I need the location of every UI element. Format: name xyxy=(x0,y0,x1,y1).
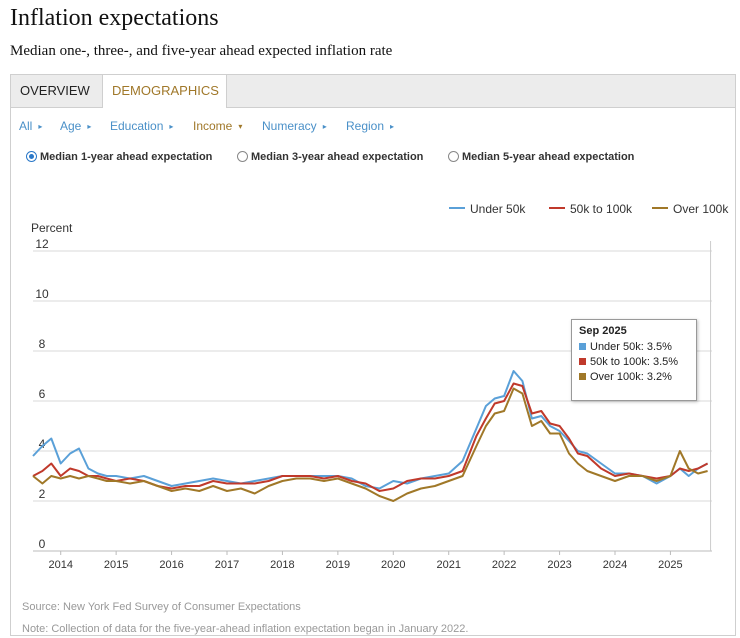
x-tick-label: 2025 xyxy=(658,559,682,571)
radio-1-year[interactable]: Median 1-year ahead expectation xyxy=(26,151,212,163)
source-text: Source: New York Fed Survey of Consumer … xyxy=(22,601,301,613)
x-tick-label: 2020 xyxy=(381,559,405,571)
line-chart[interactable]: Percent 0 2 4 6 8 10 12 2014 2015 2016 2017 2018 2019… xyxy=(11,75,735,595)
radio-5-year[interactable]: Median 5-year ahead expectation xyxy=(448,151,634,163)
x-tick-label: 2021 xyxy=(436,559,460,571)
page-title: Inflation expectations xyxy=(10,5,219,31)
x-tick-label: 2017 xyxy=(215,559,239,571)
x-tick-label: 2024 xyxy=(603,559,627,571)
x-tick-label: 2019 xyxy=(326,559,350,571)
tab-bar: OVERVIEW DEMOGRAPHICS xyxy=(11,75,735,108)
legend-50k-100k-label: 50k to 100k xyxy=(570,202,633,216)
y-tick-label: 10 xyxy=(35,287,49,301)
filter-region-label: Region xyxy=(346,119,385,133)
filter-all[interactable]: All ▸ xyxy=(19,119,42,133)
chevron-right-icon: ▸ xyxy=(390,122,395,131)
radio-unchecked-icon xyxy=(237,151,248,162)
tab-overview[interactable]: OVERVIEW xyxy=(11,75,103,107)
legend-line-icon xyxy=(652,207,668,209)
radio-3-year[interactable]: Median 3-year ahead expectation xyxy=(237,151,423,163)
x-tick-label: 2018 xyxy=(270,559,294,571)
square-icon xyxy=(579,373,586,380)
y-axis-label: Percent xyxy=(31,221,73,235)
legend-under-50k-label: Under 50k xyxy=(470,202,526,216)
series-line-over-100k xyxy=(32,387,708,502)
x-tick-label: 2023 xyxy=(547,559,571,571)
tooltip-row-text: Over 100k: 3.2% xyxy=(590,371,672,383)
x-tick-label: 2016 xyxy=(159,559,183,571)
tooltip-title: Sep 2025 xyxy=(579,325,627,337)
x-tick-label: 2022 xyxy=(492,559,516,571)
chevron-down-icon: ▾ xyxy=(238,122,243,131)
tab-demographics[interactable]: DEMOGRAPHICS xyxy=(103,75,227,108)
y-tick-label: 0 xyxy=(39,537,46,551)
chevron-right-icon: ▸ xyxy=(38,122,43,131)
filter-numeracy-label: Numeracy xyxy=(262,119,317,133)
page-subtitle: Median one-, three-, and five-year ahead… xyxy=(10,43,393,59)
legend-line-icon xyxy=(549,207,565,209)
tooltip-row-over-100k: Over 100k: 3.2% xyxy=(579,370,689,385)
series-line-50k-100k xyxy=(32,382,709,492)
tooltip-row-text: Under 50k: 3.5% xyxy=(590,341,672,353)
square-icon xyxy=(579,343,586,350)
legend-over-100k-label: Over 100k xyxy=(673,202,729,216)
tooltip-row-text: 50k to 100k: 3.5% xyxy=(590,356,679,368)
chevron-right-icon: ▸ xyxy=(87,122,92,131)
y-tick-label: 6 xyxy=(39,387,46,401)
legend-under-50k[interactable]: Under 50k xyxy=(449,202,525,216)
chart-tooltip: Sep 2025 Under 50k: 3.5% 50k to 100k: 3.… xyxy=(571,319,697,401)
chevron-right-icon: ▸ xyxy=(169,122,174,131)
filter-income-label: Income xyxy=(193,119,233,133)
chevron-right-icon: ▸ xyxy=(322,122,327,131)
y-tick-label: 2 xyxy=(39,487,46,501)
y-tick-label: 8 xyxy=(39,337,46,351)
note-text: Note: Collection of data for the five-ye… xyxy=(22,623,469,635)
square-icon xyxy=(579,358,586,365)
filter-age-label: Age xyxy=(60,119,82,133)
tooltip-row-under-50k: Under 50k: 3.5% xyxy=(579,340,689,355)
filter-region[interactable]: Region ▸ xyxy=(346,119,394,133)
radio-3-year-label: Median 3-year ahead expectation xyxy=(251,151,424,163)
x-tick-label: 2015 xyxy=(104,559,128,571)
filter-income[interactable]: Income ▾ xyxy=(193,119,242,133)
filter-numeracy[interactable]: Numeracy ▸ xyxy=(262,119,327,133)
filter-education[interactable]: Education ▸ xyxy=(110,119,173,133)
radio-5-year-label: Median 5-year ahead expectation xyxy=(462,151,635,163)
filter-age[interactable]: Age ▸ xyxy=(60,119,91,133)
radio-checked-icon xyxy=(26,151,37,162)
radio-unchecked-icon xyxy=(448,151,459,162)
series-line-under-50k xyxy=(32,370,709,490)
x-tick-label: 2014 xyxy=(48,559,72,571)
y-tick-label: 4 xyxy=(39,437,46,451)
legend-line-icon xyxy=(449,207,465,209)
filter-all-label: All xyxy=(19,119,33,133)
tooltip-row-50k-100k: 50k to 100k: 3.5% xyxy=(579,355,689,370)
chart-panel: OVERVIEW DEMOGRAPHICS All ▸ Age ▸ Educatio… xyxy=(10,74,736,636)
legend-50k-100k[interactable]: 50k to 100k xyxy=(549,202,632,216)
legend-over-100k[interactable]: Over 100k xyxy=(652,202,728,216)
y-tick-label: 12 xyxy=(35,237,49,251)
radio-1-year-label: Median 1-year ahead expectation xyxy=(40,151,213,163)
filter-education-label: Education xyxy=(110,119,164,133)
